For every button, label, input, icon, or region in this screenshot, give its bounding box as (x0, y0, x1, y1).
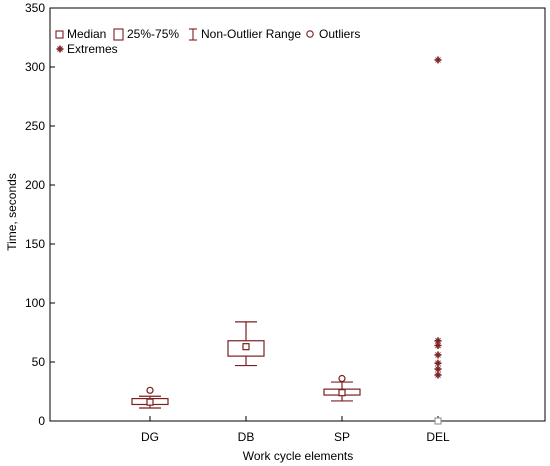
median-marker (242, 343, 250, 351)
median-marker (434, 417, 442, 425)
legend-item-median: Median (55, 27, 106, 41)
outlier-point (338, 374, 346, 383)
box-legend-icon (113, 28, 124, 41)
legend-label: Extremes (67, 42, 118, 56)
outlier-point (146, 386, 154, 394)
box-sp (323, 374, 361, 402)
box-dg (131, 386, 169, 409)
legend-label: Median (67, 27, 106, 41)
legend-label: Outliers (319, 27, 360, 41)
plot-frame (49, 7, 546, 422)
y-tick-label: 100 (25, 296, 45, 310)
x-tick-label: DB (238, 430, 255, 444)
outlier-legend-icon (306, 30, 314, 38)
x-tick-label: SP (334, 430, 350, 444)
box-db (227, 321, 265, 367)
y-tick-label: 0 (38, 414, 45, 428)
extreme-legend-icon (57, 46, 63, 52)
legend-label: Non-Outlier Range (201, 27, 301, 41)
extreme-point (434, 56, 442, 64)
y-tick-label: 300 (25, 60, 45, 74)
y-tick-label: 250 (25, 119, 45, 133)
box-series (131, 56, 442, 425)
y-tick-label: 350 (25, 1, 45, 15)
legend-item-whisker: Non-Outlier Range (189, 27, 301, 41)
extreme-point (434, 337, 442, 345)
median-legend-icon (55, 30, 64, 39)
extreme-point (434, 371, 442, 379)
legend-item-box: 25%-75% (113, 27, 179, 41)
y-axis-label: Time, seconds (5, 173, 19, 251)
extreme-point (434, 359, 442, 367)
y-tick-label: 150 (25, 237, 45, 251)
x-axis-ticks: DG DB SP DEL (141, 416, 450, 444)
box-del (434, 56, 442, 425)
y-axis-ticks: 0 50 100 150 200 250 300 350 (25, 1, 55, 428)
legend-item-extremes: Extremes (56, 42, 118, 56)
extreme-point (434, 351, 442, 359)
y-tick-label: 50 (32, 355, 46, 369)
x-axis-label: Work cycle elements (243, 449, 353, 463)
x-tick-label: DG (141, 430, 159, 444)
x-tick-label: DEL (426, 430, 450, 444)
axes (49, 7, 546, 422)
median-marker (338, 389, 346, 397)
extreme-point (434, 365, 442, 373)
legend-item-outliers: Outliers (306, 27, 360, 41)
legend: Median 25%-75% Non-Outlier Range Outliers Ex… (55, 27, 360, 56)
legend-label: 25%-75% (127, 27, 179, 41)
median-marker (146, 398, 154, 406)
y-tick-label: 200 (25, 178, 45, 192)
